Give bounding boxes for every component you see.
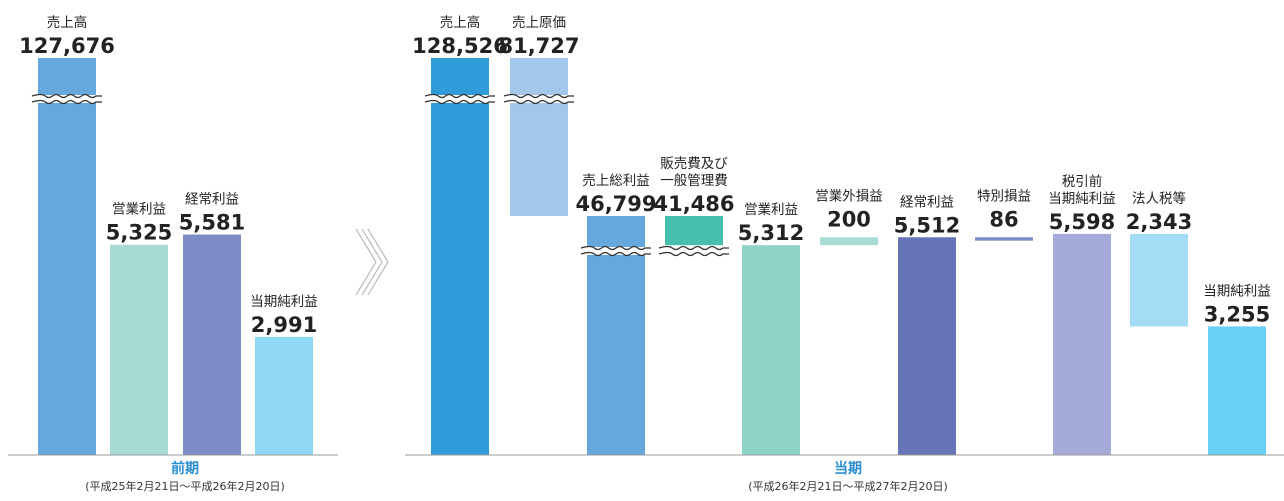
curr-bar-9 [1130,233,1188,327]
prev-category-label-2: 経常利益 [185,192,239,208]
curr-bar-1 [510,58,568,216]
curr-value-label-1: 81,727 [498,34,579,58]
prev-value-label-0: 127,676 [19,34,115,58]
labels-layer: 127,676 売上高 5,325 営業利益 5,581 経常利益 2,991 当期純利益 12… [19,14,1271,337]
prev-axis-break-0 [31,93,102,105]
prev-bar-0 [38,58,96,455]
prev-category-label-3: 当期純利益 [250,294,318,310]
curr-axis-break-1 [503,93,574,105]
curr-value-label-3: 41,486 [653,192,734,216]
curr-bar-6 [898,237,956,455]
curr-category-label-8-0: 税引前 [1062,173,1103,190]
prev-value-label-3: 2,991 [251,313,317,337]
bars-layer [38,58,1266,455]
curr-category-label-7: 特別損益 [977,188,1031,204]
prev-category-label-0: 売上高 [47,14,88,31]
curr-bar-5 [820,237,878,246]
curr-value-label-7: 86 [989,207,1018,231]
prev-period-range: (平成25年2月21日〜平成26年2月20日) [85,479,285,493]
curr-category-label-6: 経常利益 [900,194,954,210]
curr-bar-4 [742,245,800,455]
prev-bar-1 [110,244,168,455]
axis-breaks-layer [31,93,729,257]
curr-category-label-10: 当期純利益 [1203,283,1271,299]
curr-value-label-8: 5,598 [1049,210,1115,234]
prev-category-label-1: 営業利益 [112,202,166,218]
curr-category-label-9: 法人税等 [1132,190,1186,207]
prev-bar-2 [183,234,241,455]
curr-bar-10 [1208,326,1266,455]
prev-period-label: 前期 [171,460,199,477]
curr-value-label-6: 5,512 [894,213,960,237]
curr-value-label-4: 5,312 [738,221,804,245]
prev-value-label-1: 5,325 [106,221,172,245]
curr-value-label-10: 3,255 [1204,302,1270,326]
curr-category-label-4: 営業利益 [744,202,798,218]
prev-value-label-2: 5,581 [179,211,245,235]
curr-axis-break-3 [658,245,729,257]
curr-value-label-0: 128,526 [412,34,508,58]
curr-category-label-2: 売上総利益 [582,173,650,189]
double-chevron-right-icon [355,228,389,296]
curr-category-label-0: 売上高 [440,14,481,31]
curr-bar-8 [1053,233,1111,455]
curr-bar-7 [975,237,1033,241]
curr-value-label-5: 200 [827,207,871,231]
curr-axis-break-2 [580,245,651,257]
curr-value-label-9: 2,343 [1126,210,1192,234]
prev-bar-3 [255,336,313,455]
curr-period-label: 当期 [834,460,862,477]
curr-period-range: (平成26年2月21日〜平成27年2月20日) [748,479,948,493]
curr-bar-3 [665,216,723,246]
curr-category-label-8-1: 当期純利益 [1048,191,1116,207]
curr-category-label-3-0: 販売費及び [660,156,728,172]
curr-category-label-3-1: 一般管理費 [660,173,728,189]
curr-category-label-1: 売上原価 [512,15,566,31]
curr-category-label-5: 営業外損益 [815,188,883,204]
curr-axis-break-0 [424,93,495,105]
curr-value-label-2: 46,799 [575,192,656,216]
curr-bar-0 [431,58,489,455]
